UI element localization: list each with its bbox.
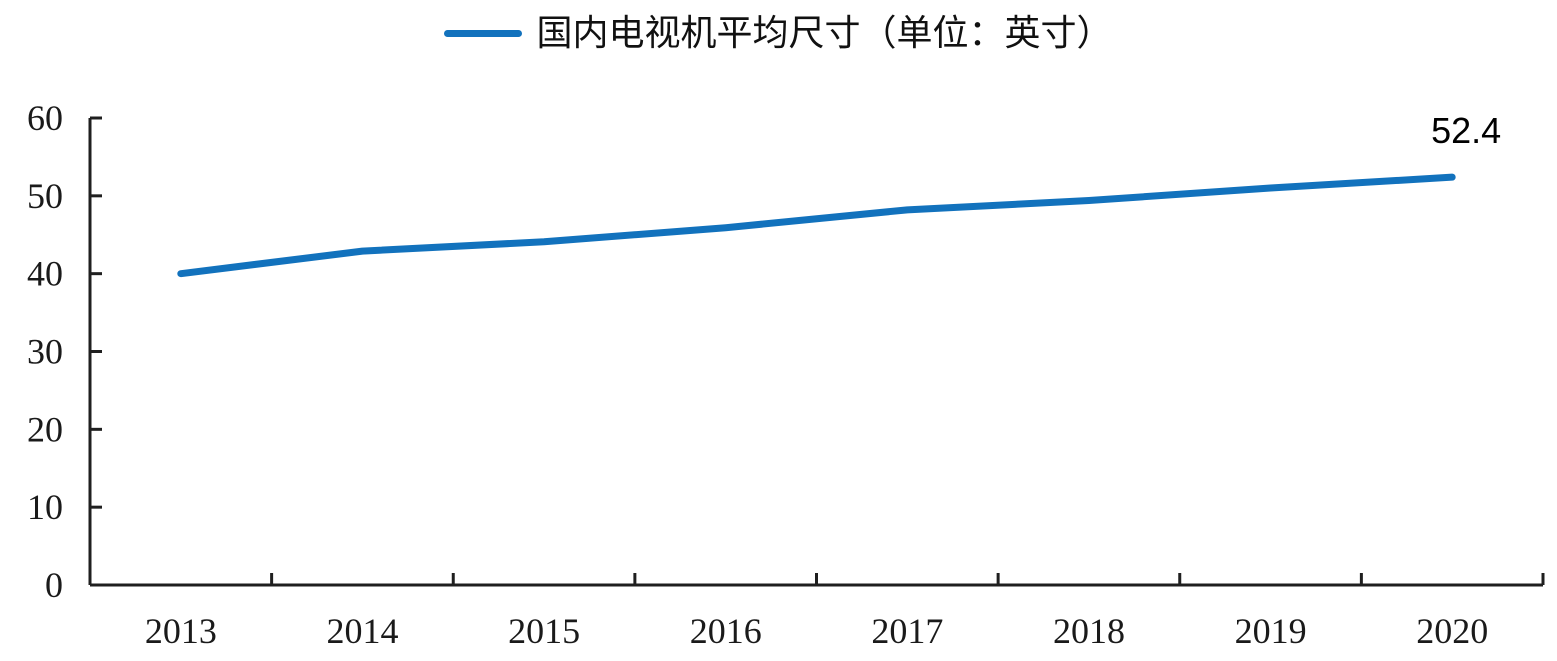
svg-text:2015: 2015: [508, 611, 580, 651]
svg-text:2014: 2014: [326, 611, 398, 651]
svg-text:0: 0: [45, 565, 63, 605]
svg-text:2018: 2018: [1053, 611, 1125, 651]
svg-text:40: 40: [27, 254, 63, 294]
svg-text:2019: 2019: [1235, 611, 1307, 651]
legend-line-swatch: [444, 30, 523, 38]
svg-text:2020: 2020: [1416, 611, 1488, 651]
svg-text:30: 30: [27, 332, 63, 372]
legend-label: 国内电视机平均尺寸（单位：英寸）: [536, 13, 1113, 53]
svg-text:50: 50: [27, 176, 63, 216]
legend: 国内电视机平均尺寸（单位：英寸）: [0, 13, 1557, 54]
y-axis-ticks: [90, 116, 102, 509]
series-line: [177, 173, 1456, 278]
svg-text:20: 20: [27, 409, 63, 449]
y-axis-labels: 0 10 20 30 40 50 60: [27, 98, 63, 605]
svg-text:60: 60: [27, 98, 63, 138]
svg-text:10: 10: [27, 487, 63, 527]
svg-text:2017: 2017: [871, 611, 943, 651]
end-data-label: 52.4: [1431, 110, 1501, 151]
svg-text:2016: 2016: [690, 611, 762, 651]
svg-text:2013: 2013: [145, 611, 217, 651]
x-axis-ticks: [270, 573, 1545, 585]
x-axis-labels: 2013 2014 2015 2016 2017 2018 2019 2020: [145, 611, 1488, 651]
